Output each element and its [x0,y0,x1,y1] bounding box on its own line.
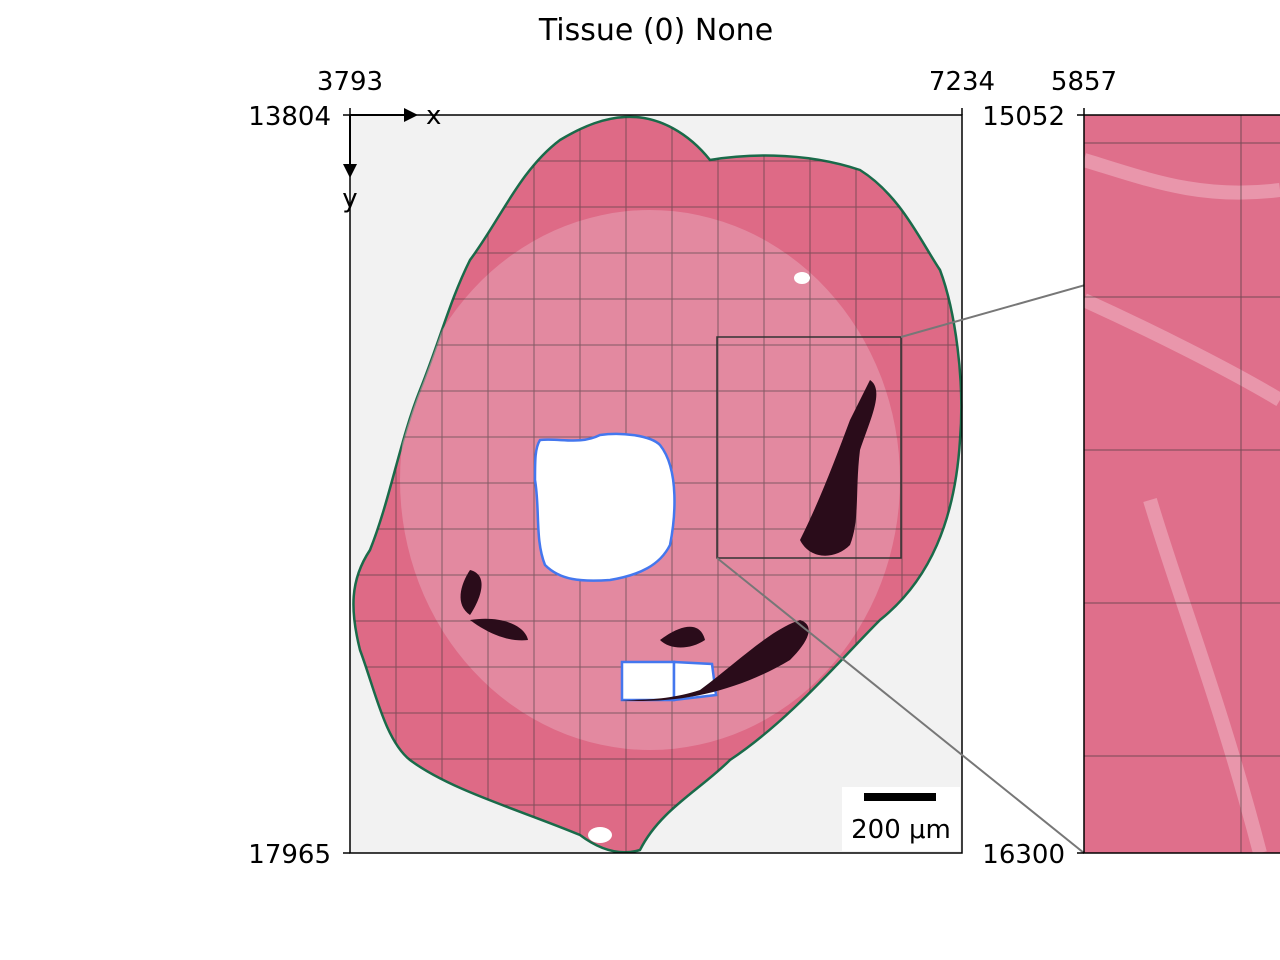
y-tick-label: 13804 [248,102,331,132]
zoom-panel [1084,115,1280,853]
scale-bar-label: 200 μm [851,815,951,845]
hole [588,827,612,843]
x-axis-label: x [426,101,441,131]
zoom-frame [1083,114,1280,854]
x-tick-label: 5857 [1051,67,1117,97]
ticks [1077,108,1085,854]
x-tick-label: 7234 [929,67,995,97]
y-tick-label: 15052 [982,102,1065,132]
y-tick-label: 16300 [982,840,1065,870]
zoom-box [716,336,902,559]
y-arrow-head [343,164,357,178]
x-tick-label: 3793 [317,67,383,97]
x-arrow-head [404,108,418,122]
annotation-box [620,660,676,702]
calcification [460,380,877,701]
hole [794,272,810,284]
scale-bar [864,793,936,801]
y-tick-label: 17965 [248,840,331,870]
ticks [343,108,963,854]
y-axis-label: y [342,184,357,214]
lumen [533,432,676,582]
title: Tissue (0) None [538,13,773,48]
zoom-connector [716,557,1085,854]
axes-frame [349,114,963,854]
